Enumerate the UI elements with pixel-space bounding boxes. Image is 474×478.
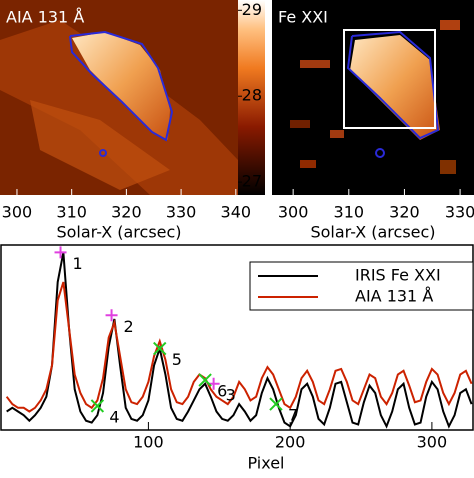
marker-label: 4 xyxy=(109,407,119,426)
point-marker xyxy=(269,397,283,411)
colorbar-tick-label: 29 xyxy=(242,0,262,19)
panel-title: AIA 131 Å xyxy=(6,8,84,27)
marker-label: 3 xyxy=(226,385,236,404)
x-tick-label: 340 xyxy=(221,203,252,222)
aia-image xyxy=(0,0,265,195)
point-marker xyxy=(153,341,167,356)
x-tick-label: 310 xyxy=(334,203,365,222)
x-tick-label: 200 xyxy=(275,433,306,452)
x-tick-label: 300 xyxy=(2,203,33,222)
colorbar-tick-label: 28 xyxy=(242,86,262,105)
point-marker xyxy=(198,373,212,387)
x-tick-label: 330 xyxy=(166,203,197,222)
marker-label: 1 xyxy=(73,254,83,273)
x-axis-label: Solar-X (arcsec) xyxy=(310,223,435,242)
x-tick-label: 300 xyxy=(417,433,448,452)
marker-label: 6 xyxy=(217,382,227,401)
marker-label: 7 xyxy=(288,406,298,425)
fe-xxi-image xyxy=(272,0,474,195)
series-line xyxy=(6,252,473,429)
x-tick-label: 310 xyxy=(56,203,87,222)
x-tick-label: 300 xyxy=(278,203,309,222)
x-tick-label: 320 xyxy=(111,203,142,222)
plot-frame xyxy=(0,244,474,431)
point-marker xyxy=(105,309,118,322)
series-line xyxy=(5,281,473,413)
marker-label: 2 xyxy=(124,317,134,336)
x-tick-label: 100 xyxy=(133,433,164,452)
point-marker xyxy=(54,246,67,259)
x-tick-label: 330 xyxy=(445,203,474,222)
x-tick-label: 320 xyxy=(389,203,420,222)
point-marker xyxy=(90,399,105,413)
marker-label: 5 xyxy=(172,350,182,369)
panel-title: Fe XXI xyxy=(278,8,328,27)
x-axis-label: Solar-X (arcsec) xyxy=(56,223,181,242)
legend-label: AIA 131 Å xyxy=(355,287,433,306)
legend-box xyxy=(249,261,474,311)
colorbar-tick-label: 27 xyxy=(242,172,262,191)
legend-label: IRIS Fe XXI xyxy=(355,266,441,285)
x-axis-label: Pixel xyxy=(247,454,284,473)
